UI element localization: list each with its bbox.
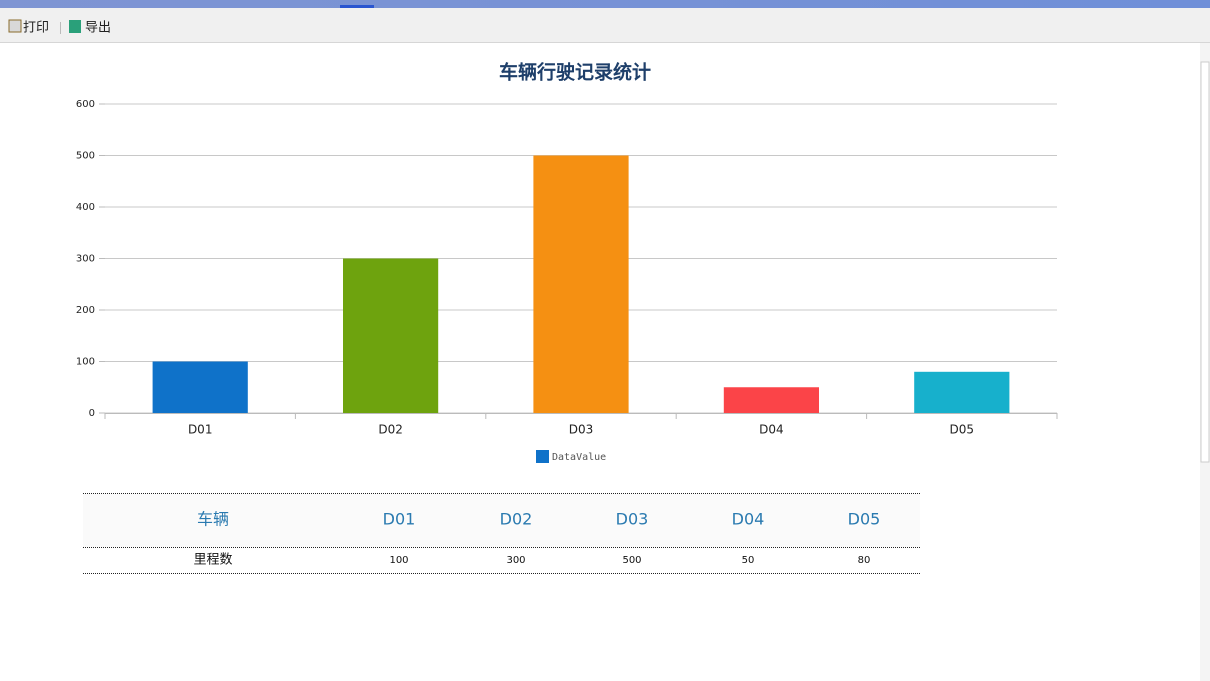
legend-label: DataValue — [552, 452, 606, 463]
table-header-cell: D02 — [500, 510, 533, 529]
y-tick-label: 0 — [89, 408, 95, 419]
table-cell: 50 — [742, 555, 755, 566]
chart-title: 车辆行驶记录统计 — [499, 61, 651, 84]
x-tick-label: D04 — [759, 423, 784, 437]
table-cell: 100 — [389, 555, 408, 566]
table-header-cell: 车辆 — [197, 510, 229, 529]
export-button[interactable]: 导出 — [85, 21, 111, 36]
legend-swatch — [536, 450, 549, 463]
bar — [152, 361, 248, 413]
bar — [533, 155, 629, 413]
toolbar — [0, 8, 1210, 42]
table-header-cell: D01 — [383, 510, 416, 529]
x-tick-label: D01 — [188, 423, 213, 437]
print-icon[interactable] — [8, 19, 22, 33]
scrollbar-thumb[interactable] — [1200, 61, 1210, 463]
top-tab — [340, 5, 374, 8]
table-header-bg — [83, 494, 920, 547]
y-tick-label: 200 — [76, 305, 95, 316]
y-tick-label: 600 — [76, 99, 95, 110]
y-tick-label: 300 — [76, 254, 95, 265]
export-icon[interactable] — [69, 20, 81, 33]
bar — [914, 371, 1010, 413]
table-cell: 300 — [506, 555, 525, 566]
top-bar — [0, 0, 1210, 8]
table-header-cell: D04 — [732, 510, 765, 529]
y-tick-label: 500 — [76, 151, 95, 162]
bar — [723, 387, 819, 413]
x-tick-label: D05 — [950, 423, 975, 437]
table-cell: 500 — [622, 555, 641, 566]
x-tick-label: D02 — [378, 423, 403, 437]
table-header-cell: D03 — [616, 510, 649, 529]
y-tick-label: 100 — [76, 357, 95, 368]
table-cell: 里程数 — [193, 553, 232, 568]
table-cell: 80 — [858, 555, 871, 566]
bar — [343, 258, 439, 413]
x-tick-label: D03 — [569, 423, 594, 437]
print-button[interactable]: 打印 — [23, 21, 49, 36]
y-tick-label: 400 — [76, 202, 95, 213]
table-header-cell: D05 — [848, 510, 881, 529]
